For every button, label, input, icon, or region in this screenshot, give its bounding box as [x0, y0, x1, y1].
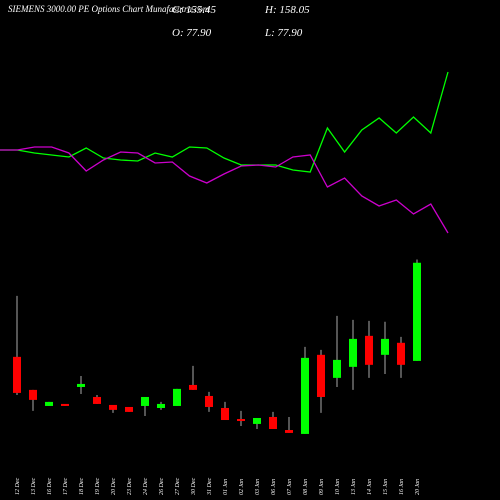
- x-tick-label: 15 Jan: [383, 479, 389, 495]
- x-tick-label: 20 Dec: [111, 478, 117, 495]
- x-tick-label: 12 Dec: [15, 478, 21, 495]
- candle-body: [413, 262, 421, 361]
- x-tick-label: 31 Dec: [207, 478, 213, 496]
- candle-body: [189, 384, 197, 390]
- candle-body: [365, 335, 373, 365]
- candle-body: [285, 430, 293, 433]
- candle-body: [141, 396, 149, 406]
- candle-body: [13, 356, 21, 393]
- close-info: C: 155.45: [172, 4, 217, 16]
- x-tick-label: 19 Dec: [95, 478, 101, 495]
- x-tick-label: 16 Dec: [47, 478, 53, 495]
- candle-body: [269, 416, 277, 429]
- x-tick-label: 03 Jan: [255, 479, 261, 495]
- x-tick-label: 26 Dec: [159, 478, 165, 495]
- chart-title: SIEMENS 3000.00 PE Options Chart Munafas…: [8, 4, 210, 14]
- candle-body: [381, 338, 389, 355]
- indicator-line: [0, 71, 449, 173]
- high-info: H: 158.05: [264, 4, 310, 16]
- x-tick-label: 24 Dec: [142, 478, 149, 495]
- x-tick-label: 01 Jan: [223, 479, 229, 495]
- candle-body: [205, 395, 213, 407]
- x-tick-label: 13 Jan: [351, 479, 357, 495]
- x-tick-label: 07 Jan: [287, 479, 293, 495]
- x-tick-label: 18 Dec: [79, 478, 85, 495]
- candle-body: [61, 403, 69, 406]
- x-tick-label: 30 Dec: [191, 478, 197, 496]
- candle-body: [109, 404, 117, 410]
- x-tick-label: 09 Jan: [319, 479, 325, 495]
- candle-body: [29, 389, 37, 400]
- candle-body: [93, 396, 101, 404]
- candle-body: [221, 407, 229, 421]
- candle-body: [397, 342, 405, 365]
- candle-body: [301, 357, 309, 434]
- x-tick-label: 10 Jan: [335, 479, 341, 495]
- candle-body: [157, 403, 165, 408]
- candle-body: [45, 401, 53, 406]
- candle-body: [77, 383, 85, 387]
- candle-body: [317, 354, 325, 397]
- candle-body: [237, 419, 245, 422]
- open-info: O: 77.90: [172, 27, 212, 39]
- candle-body: [253, 417, 261, 424]
- x-tick-label: 20 Jan: [415, 479, 421, 495]
- x-tick-label: 14 Jan: [366, 479, 373, 495]
- x-tick-label: 16 Jan: [399, 479, 405, 495]
- x-tick-label: 06 Jan: [271, 479, 277, 495]
- low-info: L: 77.90: [264, 27, 303, 39]
- candle-body: [173, 388, 181, 406]
- x-tick-label: 27 Dec: [175, 478, 181, 495]
- x-tick-label: 17 Dec: [63, 478, 69, 495]
- x-tick-label: 23 Dec: [127, 478, 133, 495]
- candle-body: [125, 406, 133, 412]
- x-tick-label: 13 Dec: [31, 478, 37, 495]
- indicator-line: [0, 146, 449, 234]
- candle-body: [333, 359, 341, 378]
- x-tick-label: 02 Jan: [239, 479, 245, 495]
- x-tick-label: 08 Jan: [303, 479, 309, 495]
- candle-body: [349, 338, 357, 367]
